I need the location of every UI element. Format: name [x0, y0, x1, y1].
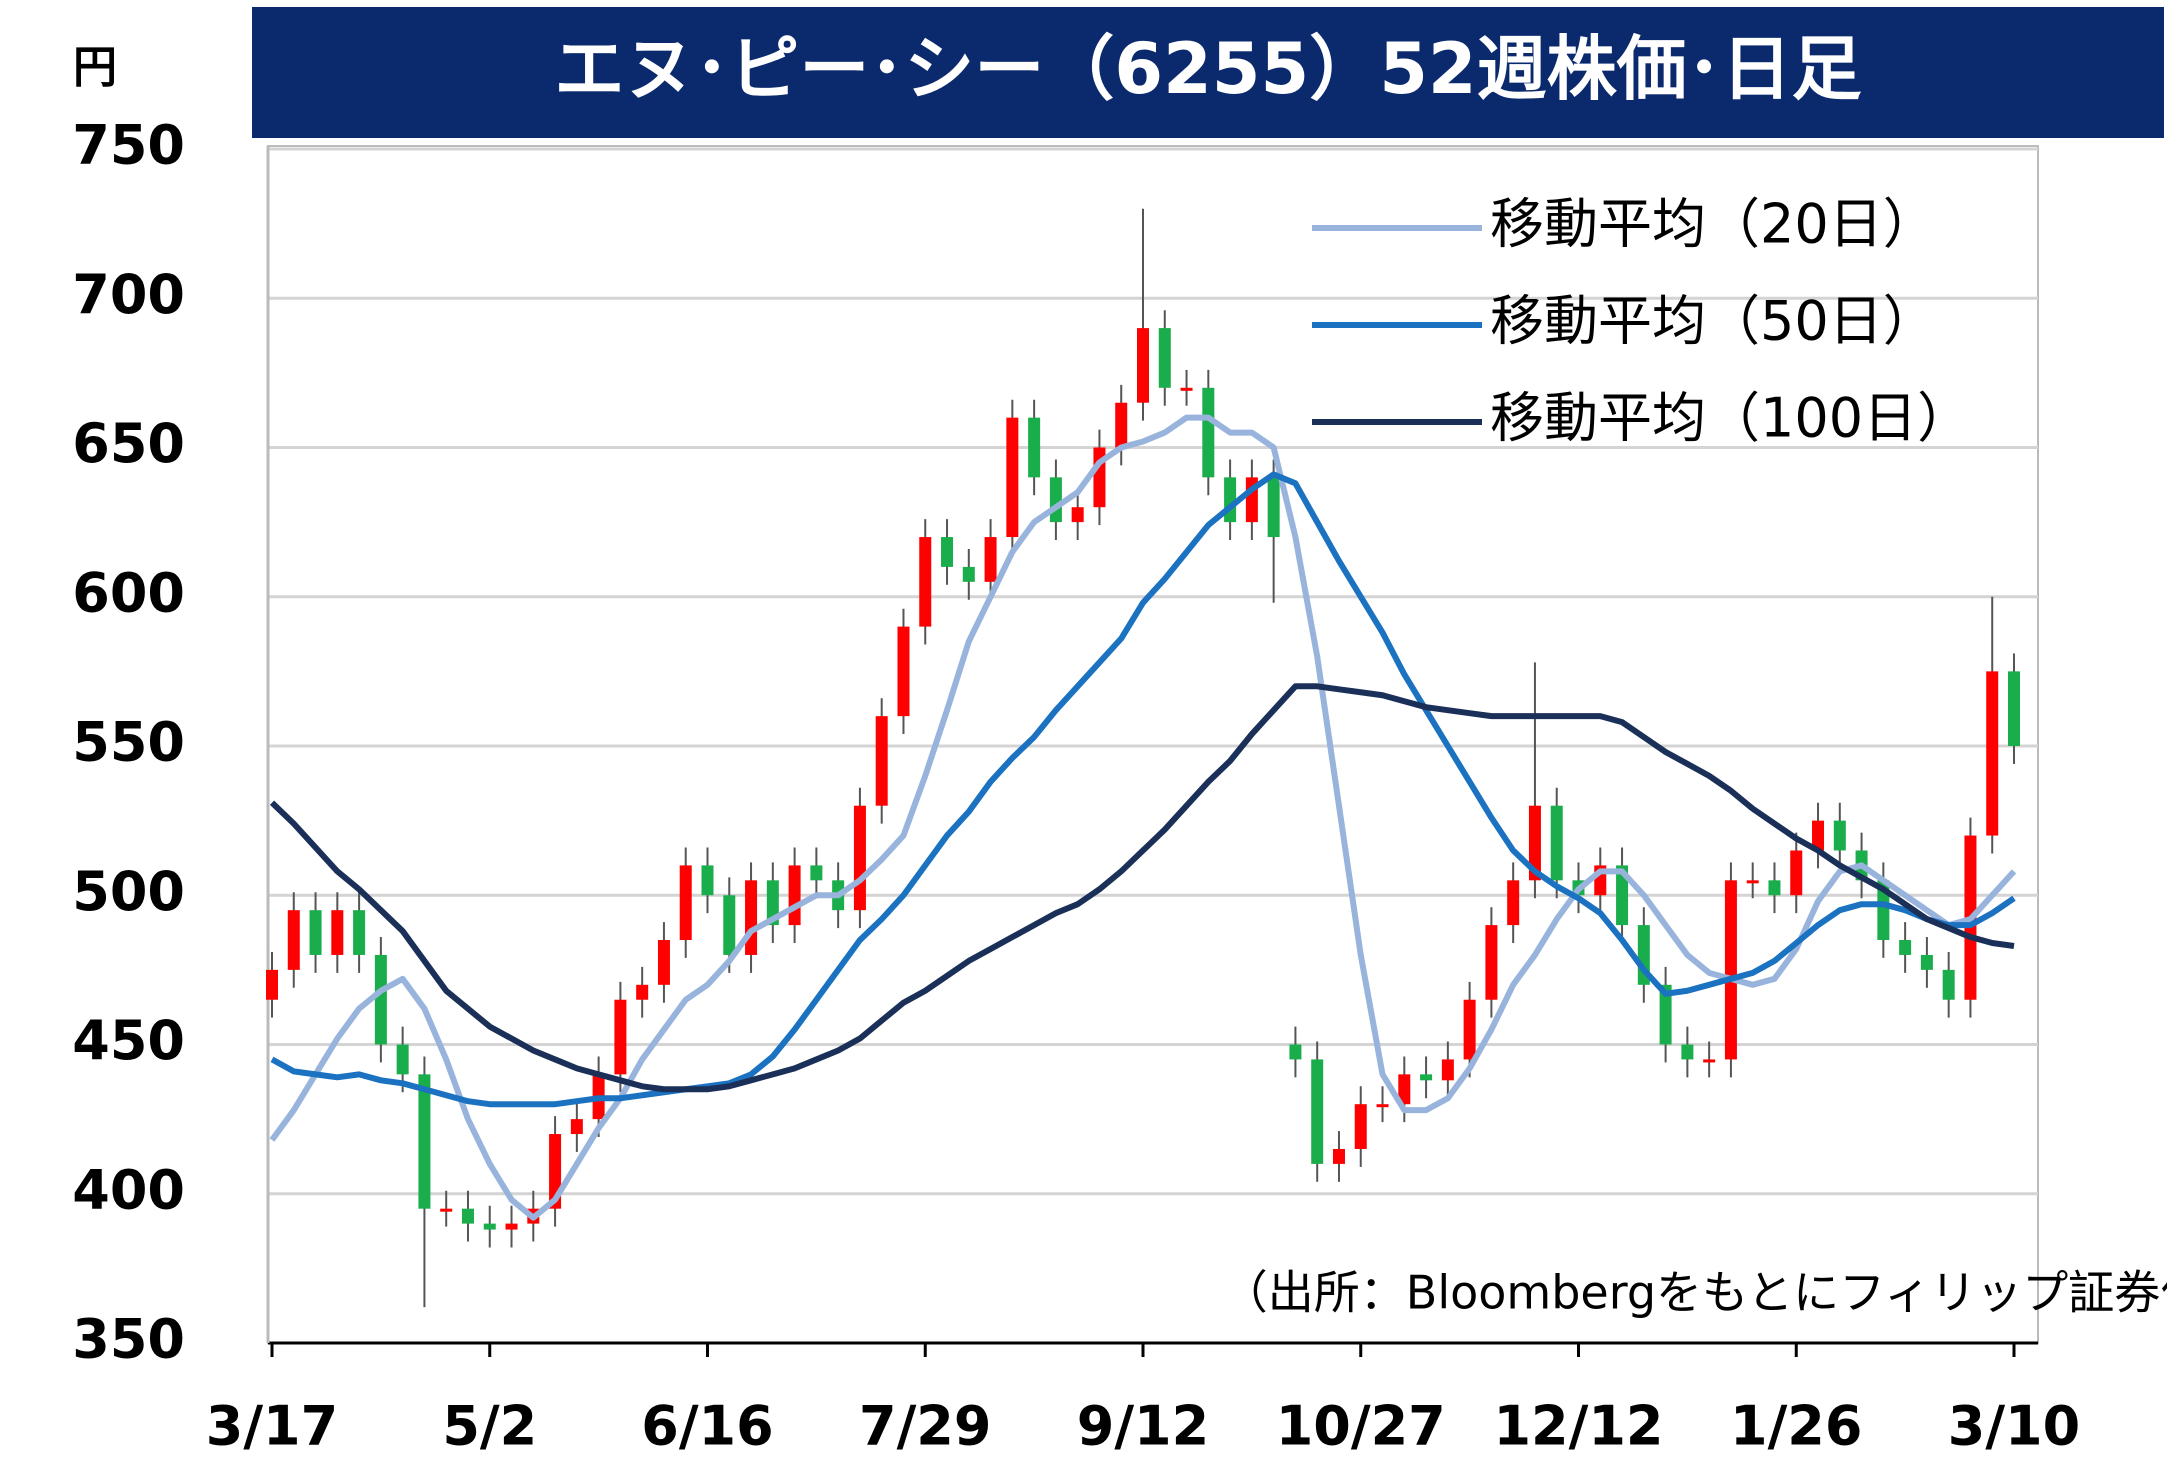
candle-body	[1942, 969, 1955, 1000]
candle-body	[1833, 820, 1846, 851]
candle-body	[875, 716, 888, 806]
candle-body	[941, 537, 954, 567]
candle-body	[1332, 1148, 1345, 1164]
candle-body	[1158, 328, 1171, 388]
candle-body	[266, 969, 278, 1000]
candle-body	[1920, 954, 1933, 970]
candle-body	[1616, 865, 1629, 926]
x-tick-label: 12/12	[1493, 1395, 1663, 1458]
legend-label: 移動平均（20日）	[1490, 193, 1937, 256]
y-tick-label: 650	[72, 412, 185, 475]
moving-average-line	[269, 414, 2017, 1221]
candle-body	[919, 537, 932, 627]
candle-body	[1224, 477, 1237, 523]
y-tick-label: 500	[72, 860, 185, 923]
candle-body	[309, 910, 322, 955]
candle-body	[788, 865, 801, 926]
candle-body	[897, 626, 910, 717]
y-tick-label: 700	[72, 263, 185, 326]
candle-body	[853, 805, 866, 911]
candle-body	[1746, 880, 1759, 884]
candle-body	[1703, 1059, 1716, 1063]
candle-body	[1485, 925, 1498, 1000]
legend-label: 移動平均（50日）	[1490, 290, 1937, 353]
candle-body	[614, 999, 627, 1075]
candle-body	[1398, 1074, 1411, 1105]
candle-body	[766, 880, 779, 926]
candle-body	[701, 865, 714, 896]
candle-body	[505, 1223, 518, 1230]
y-tick-label: 750	[72, 114, 185, 177]
candle-body	[1463, 999, 1476, 1060]
candle-body	[1724, 880, 1737, 1060]
x-tick-label: 3/17	[206, 1395, 338, 1458]
candle-body	[1768, 880, 1781, 896]
y-tick-label: 600	[72, 561, 185, 624]
y-tick-label: 450	[72, 1009, 185, 1072]
candle-body	[984, 537, 997, 582]
moving-average-line	[270, 471, 2016, 1108]
x-tick-label: 9/12	[1077, 1395, 1209, 1458]
candle-body	[1986, 671, 1999, 836]
candle-body	[1659, 984, 1672, 1045]
candle-body	[1507, 880, 1520, 926]
candle-body	[461, 1208, 474, 1224]
x-tick-label: 1/26	[1730, 1395, 1862, 1458]
candle-body	[1354, 1104, 1367, 1149]
x-tick-label: 7/29	[859, 1395, 991, 1458]
candle-body	[440, 1208, 453, 1212]
candle-body	[418, 1074, 431, 1209]
candle-body	[1441, 1059, 1454, 1081]
candle-body	[745, 880, 758, 955]
candle-body	[810, 865, 823, 881]
candle-body	[1267, 477, 1280, 538]
candle-body	[657, 940, 670, 985]
candle-body	[353, 910, 366, 955]
candle-body	[1877, 880, 1890, 941]
candle-body	[1049, 477, 1062, 523]
candle-body	[1420, 1074, 1433, 1081]
candle-body	[1812, 820, 1825, 851]
candle-body	[1528, 805, 1541, 881]
x-tick-label: 10/27	[1276, 1395, 1446, 1458]
x-tick-label: 3/10	[1948, 1395, 2080, 1458]
y-tick-label: 550	[72, 711, 185, 774]
candle-body	[1180, 387, 1193, 391]
candle-body	[636, 984, 649, 1000]
y-tick-label: 350	[72, 1308, 185, 1371]
candle-body	[2008, 671, 2020, 746]
candle-body	[679, 865, 692, 941]
candle-body	[1289, 1044, 1302, 1060]
candle-body	[1006, 417, 1019, 538]
chart-title: エヌ･ピー･シー（6255）52週株価･日足	[554, 28, 1861, 110]
candle-body	[1550, 805, 1563, 881]
candle-body	[1028, 417, 1041, 478]
candle-body	[483, 1223, 496, 1230]
candle-body	[1115, 402, 1128, 448]
y-tick-label: 400	[72, 1158, 185, 1221]
x-tick-label: 6/16	[641, 1395, 773, 1458]
legend-label: 移動平均（100日）	[1490, 387, 1971, 450]
x-tick-label: 5/2	[442, 1395, 537, 1458]
candle-body	[723, 895, 736, 955]
candle-body	[1202, 387, 1215, 478]
title-bar	[252, 7, 2164, 138]
source-note: （出所：Bloombergをもとにフィリップ証券作成）	[1222, 1266, 2167, 1320]
moving-average-line	[269, 683, 2015, 1093]
candle-body	[570, 1119, 583, 1135]
candle-body	[1681, 1044, 1694, 1060]
candle-body	[287, 910, 300, 970]
candle-body	[1899, 940, 1912, 955]
candle-body	[1137, 328, 1149, 403]
candle-body	[1790, 850, 1803, 896]
y-unit: 円	[73, 42, 117, 93]
candle-body	[374, 954, 387, 1045]
candle-body	[1376, 1104, 1389, 1108]
candle-body	[396, 1044, 409, 1075]
candle-body	[1311, 1059, 1324, 1164]
candle-body	[962, 566, 975, 582]
candle-body	[1071, 507, 1084, 523]
candle-body	[331, 910, 344, 955]
